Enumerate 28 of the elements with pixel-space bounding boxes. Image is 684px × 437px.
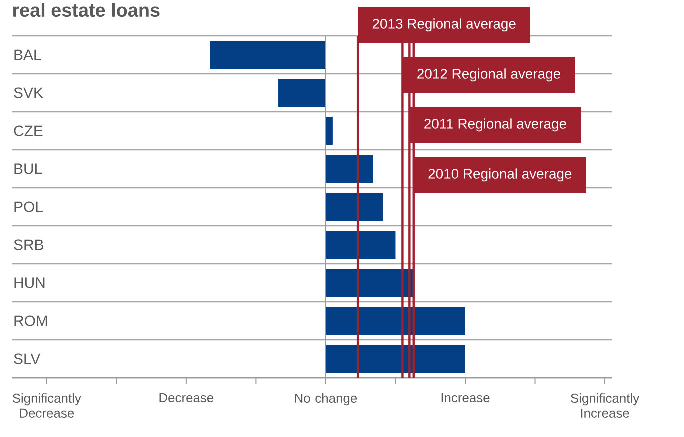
text: Significantly Increase: [571, 394, 640, 418]
bar: [326, 116, 333, 145]
bar: [326, 192, 384, 221]
bar: [326, 344, 466, 373]
chart-title: real estate loans: [13, 3, 160, 18]
text: Increase: [442, 394, 490, 403]
bar: [326, 306, 466, 335]
text: No change: [295, 394, 358, 406]
bar: [210, 40, 326, 69]
bar: [326, 268, 414, 297]
y-tick-label: SVK: [14, 88, 44, 98]
ref-line-label: 2012 Regional average: [418, 68, 560, 82]
y-tick-label: POL: [14, 202, 43, 212]
bar: [326, 154, 374, 183]
bar: [326, 230, 396, 259]
ref-line-label: 2013 Regional average: [372, 18, 516, 32]
y-tick-label: BAL: [14, 50, 42, 60]
text: Significantly Decrease: [12, 394, 82, 418]
ref-line-label: 2010 Regional average: [428, 168, 572, 182]
y-tick-label: SLV: [14, 354, 41, 364]
y-tick-label: SRB: [14, 240, 44, 250]
y-tick-label: BUL: [14, 164, 42, 174]
y-tick-label: CZE: [14, 126, 43, 136]
bar: [278, 78, 326, 107]
ref-line-label: 2011 Regional average: [424, 118, 566, 132]
y-tick-label: ROM: [14, 316, 48, 326]
y-tick-label: HUN: [14, 278, 45, 288]
text: Decrease: [160, 394, 214, 403]
